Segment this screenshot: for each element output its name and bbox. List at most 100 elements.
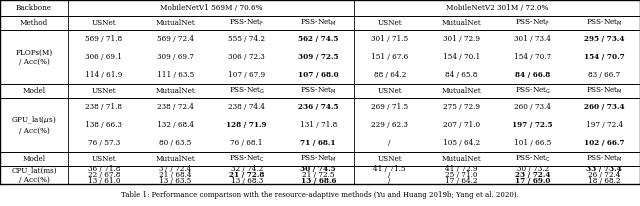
Text: PSS-Net$_\mathrm{M}$: PSS-Net$_\mathrm{M}$ [586,86,623,96]
Text: MobileNetV1 569M / 70.6%: MobileNetV1 569M / 70.6% [160,4,262,12]
Text: 238 / 74.4: 238 / 74.4 [228,103,265,111]
Text: 238 / 71.8: 238 / 71.8 [85,103,122,111]
Text: 30 / 74.5: 30 / 74.5 [300,165,336,173]
Text: Model: Model [22,87,45,95]
Text: 309 / 69.7: 309 / 69.7 [157,53,194,61]
Text: 306 / 72.3: 306 / 72.3 [228,53,265,61]
Text: 21 / 72.8: 21 / 72.8 [229,171,264,179]
Text: 229 / 62.3: 229 / 62.3 [371,121,408,129]
Text: MutualNet: MutualNet [442,87,481,95]
Text: MutualNet: MutualNet [156,19,195,27]
Text: 17 / 69.0: 17 / 69.0 [515,177,550,185]
Text: 84 / 66.8: 84 / 66.8 [515,71,550,79]
Text: USNet: USNet [378,87,402,95]
Text: USNet: USNet [92,87,116,95]
Text: PSS-Net$_\mathrm{M}$: PSS-Net$_\mathrm{M}$ [300,154,337,164]
Text: PSS-Net$_\mathrm{C}$: PSS-Net$_\mathrm{C}$ [515,154,551,164]
Text: 309 / 72.5: 309 / 72.5 [298,53,339,61]
Text: PSS-Net$_\mathrm{G}$: PSS-Net$_\mathrm{G}$ [515,86,551,96]
Text: 236 / 74.5: 236 / 74.5 [298,103,339,111]
Text: 107 / 68.0: 107 / 68.0 [298,71,339,79]
Text: 18 / 68.2: 18 / 68.2 [588,177,621,185]
Text: MobileNetV2 301M / 72.0%: MobileNetV2 301M / 72.0% [446,4,548,12]
Text: 569 / 71.8: 569 / 71.8 [85,35,122,43]
Text: 83 / 66.7: 83 / 66.7 [588,71,620,79]
Text: 25 / 71.0: 25 / 71.0 [445,171,477,179]
Text: 260 / 73.4: 260 / 73.4 [515,103,551,111]
Text: 260 / 73.4: 260 / 73.4 [584,103,625,111]
Text: 105 / 64.2: 105 / 64.2 [443,139,480,147]
Text: 269 / 71.5: 269 / 71.5 [371,103,408,111]
Text: PSS-Net$_\mathrm{F}$: PSS-Net$_\mathrm{F}$ [229,18,264,28]
Text: 36 / 71.8: 36 / 71.8 [88,165,120,173]
Text: 197 / 72.4: 197 / 72.4 [586,121,623,129]
Text: MutualNet: MutualNet [156,155,195,163]
Text: PSS-Net$_\mathrm{M}$: PSS-Net$_\mathrm{M}$ [586,18,623,28]
Text: 306 / 69.1: 306 / 69.1 [85,53,122,61]
Text: USNet: USNet [92,155,116,163]
Text: 76 / 57.3: 76 / 57.3 [88,139,120,147]
Text: Backbone: Backbone [16,4,52,12]
Text: 13 / 61.0: 13 / 61.0 [88,177,120,185]
Text: PSS-Net$_\mathrm{F}$: PSS-Net$_\mathrm{F}$ [515,18,550,28]
Text: Method: Method [20,19,48,27]
Text: 151 / 67.6: 151 / 67.6 [371,53,408,61]
Text: 131 / 71.8: 131 / 71.8 [300,121,337,129]
Text: CPU_lat(ms)
/ Acc(%): CPU_lat(ms) / Acc(%) [11,166,57,184]
Text: 301 / 73.4: 301 / 73.4 [515,35,551,43]
Text: 132 / 68.4: 132 / 68.4 [157,121,194,129]
Text: 138 / 66.3: 138 / 66.3 [85,121,122,129]
Text: MutualNet: MutualNet [442,155,481,163]
Text: 84 / 65.8: 84 / 65.8 [445,71,477,79]
Text: 301 / 72.9: 301 / 72.9 [443,35,480,43]
Text: USNet: USNet [378,155,402,163]
Text: 22 / 67.8: 22 / 67.8 [88,171,120,179]
Text: FLOPs(M)
/ Acc(%): FLOPs(M) / Acc(%) [15,48,52,66]
Text: /: / [388,177,391,185]
Text: 569 / 72.4: 569 / 72.4 [157,35,194,43]
Text: 207 / 71.0: 207 / 71.0 [443,121,480,129]
Text: 107 / 67.9: 107 / 67.9 [228,71,266,79]
Text: 128 / 71.9: 128 / 71.9 [227,121,267,129]
Text: 41 / 72.9: 41 / 72.9 [445,165,477,173]
Text: 26 / 72.4: 26 / 72.4 [588,171,620,179]
Text: 32 / 74.2: 32 / 74.2 [230,165,263,173]
Text: 41 / 71.5: 41 / 71.5 [373,165,406,173]
Text: 562 / 74.5: 562 / 74.5 [298,35,339,43]
Text: USNet: USNet [378,19,402,27]
Text: PSS-Net$_\mathrm{C}$: PSS-Net$_\mathrm{C}$ [228,154,265,164]
Text: 295 / 73.4: 295 / 73.4 [584,35,625,43]
Text: 238 / 72.4: 238 / 72.4 [157,103,194,111]
Text: PSS-Net$_\mathrm{G}$: PSS-Net$_\mathrm{G}$ [228,86,265,96]
Text: 275 / 72.9: 275 / 72.9 [443,103,480,111]
Text: 21 / 68.4: 21 / 68.4 [159,171,191,179]
Text: 80 / 63.5: 80 / 63.5 [159,139,191,147]
Text: MutualNet: MutualNet [156,87,195,95]
Text: 555 / 74.2: 555 / 74.2 [228,35,265,43]
Text: 71 / 68.1: 71 / 68.1 [301,139,336,147]
Text: 88 / 64.2: 88 / 64.2 [374,71,406,79]
Text: GPU_lat($\mu$s)
/ Acc(%): GPU_lat($\mu$s) / Acc(%) [12,115,57,135]
Text: Table 1: Performance comparison with the resource-adaptive methods (Yu and Huang: Table 1: Performance comparison with the… [121,191,519,199]
Text: 102 / 66.7: 102 / 66.7 [584,139,625,147]
Text: 13 / 68.3: 13 / 68.3 [230,177,263,185]
Text: USNet: USNet [92,19,116,27]
Text: /: / [388,171,391,179]
Text: PSS-Net$_\mathrm{M}$: PSS-Net$_\mathrm{M}$ [300,86,337,96]
Text: 23 / 72.4: 23 / 72.4 [515,171,550,179]
Text: MutualNet: MutualNet [442,19,481,27]
Text: 33 / 73.4: 33 / 73.4 [586,165,622,173]
Text: 21 / 72.5: 21 / 72.5 [302,171,335,179]
Text: 101 / 66.5: 101 / 66.5 [514,139,552,147]
Text: 76 / 68.1: 76 / 68.1 [230,139,263,147]
Text: 37 / 72.4: 37 / 72.4 [159,165,191,173]
Text: Model: Model [22,155,45,163]
Text: 111 / 63.5: 111 / 63.5 [157,71,194,79]
Text: 154 / 70.1: 154 / 70.1 [443,53,480,61]
Text: 13 / 63.5: 13 / 63.5 [159,177,191,185]
Text: 154 / 70.7: 154 / 70.7 [514,53,551,61]
Text: /: / [388,139,391,147]
Text: 17 / 64.2: 17 / 64.2 [445,177,477,185]
Text: 197 / 72.5: 197 / 72.5 [513,121,553,129]
Text: PSS-Net$_\mathrm{M}$: PSS-Net$_\mathrm{M}$ [586,154,623,164]
